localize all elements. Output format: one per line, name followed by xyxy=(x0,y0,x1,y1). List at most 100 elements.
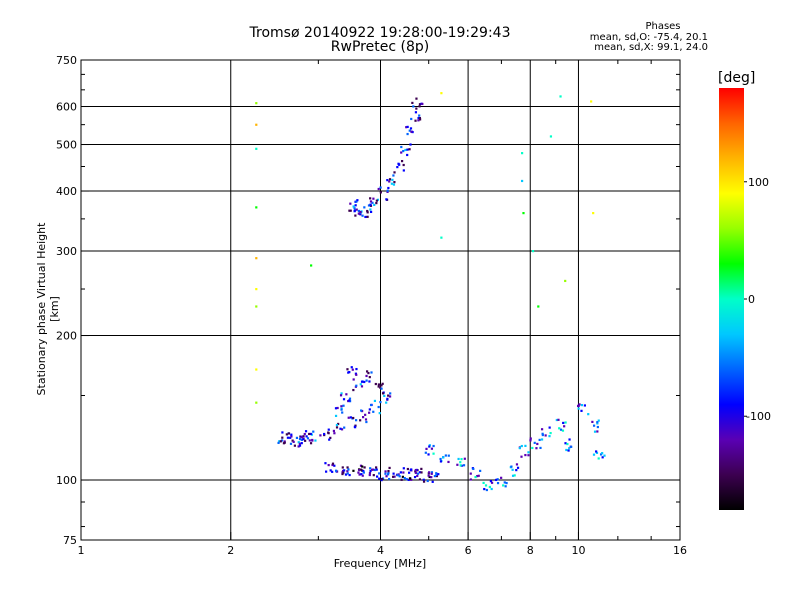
data-point xyxy=(426,479,429,483)
data-point xyxy=(472,467,475,471)
data-point xyxy=(484,484,488,487)
data-point xyxy=(463,457,466,460)
data-point xyxy=(297,441,300,444)
data-point xyxy=(380,387,383,390)
data-point xyxy=(396,474,399,477)
data-point xyxy=(564,421,567,424)
data-point xyxy=(348,370,351,374)
data-point xyxy=(311,438,314,442)
data-point xyxy=(564,442,567,445)
data-point xyxy=(409,477,412,480)
data-point xyxy=(447,460,450,464)
data-point xyxy=(255,305,258,308)
data-point xyxy=(357,471,360,474)
data-point xyxy=(355,419,358,422)
data-point xyxy=(541,432,544,435)
data-point xyxy=(596,422,599,425)
data-point xyxy=(375,475,379,478)
data-point xyxy=(329,469,332,472)
data-point xyxy=(515,463,519,466)
data-point xyxy=(282,442,286,445)
data-point xyxy=(378,412,381,415)
data-point xyxy=(348,397,352,400)
data-point xyxy=(348,399,351,402)
data-point xyxy=(524,453,527,457)
data-point xyxy=(371,201,374,204)
data-point xyxy=(580,404,583,407)
data-point xyxy=(387,473,390,476)
data-point xyxy=(293,444,296,447)
data-point xyxy=(354,372,357,375)
data-point xyxy=(362,469,365,473)
data-point xyxy=(348,209,351,212)
data-point xyxy=(540,428,544,431)
data-point xyxy=(381,392,385,395)
data-point xyxy=(567,449,570,452)
data-points xyxy=(255,92,606,492)
data-point xyxy=(516,466,520,469)
data-point xyxy=(363,466,366,469)
data-point xyxy=(355,208,358,211)
data-point xyxy=(319,434,322,437)
data-point xyxy=(520,455,523,458)
data-point xyxy=(414,111,418,114)
data-point xyxy=(479,469,482,472)
data-point xyxy=(488,485,491,489)
data-point xyxy=(367,204,371,207)
data-point xyxy=(369,204,373,207)
data-point xyxy=(324,462,327,465)
data-point xyxy=(334,414,338,418)
data-point xyxy=(290,435,293,438)
data-point xyxy=(432,452,435,455)
data-point xyxy=(361,214,364,217)
data-point xyxy=(368,376,371,379)
data-point xyxy=(442,456,445,459)
data-point xyxy=(304,430,308,433)
data-point xyxy=(592,453,596,456)
data-point xyxy=(444,454,447,457)
data-point xyxy=(339,427,342,430)
data-point xyxy=(327,432,330,435)
data-point xyxy=(559,428,563,431)
y-tick-label: 750 xyxy=(56,54,77,67)
data-point xyxy=(410,117,413,121)
data-point xyxy=(402,467,405,470)
data-point xyxy=(340,428,344,431)
data-point xyxy=(520,179,524,183)
data-point xyxy=(485,488,488,492)
data-point xyxy=(386,397,389,400)
title-line-1: Tromsø 20140922 19:28:00-19:29:43 xyxy=(249,25,511,41)
data-point xyxy=(341,472,344,476)
data-point xyxy=(360,473,363,476)
data-point xyxy=(352,416,355,420)
data-point xyxy=(527,454,530,457)
data-point xyxy=(379,186,382,189)
data-point xyxy=(457,457,460,461)
data-point xyxy=(346,472,349,475)
data-point xyxy=(405,478,408,481)
data-point xyxy=(568,438,571,441)
data-point xyxy=(331,470,334,473)
data-point xyxy=(540,438,544,441)
data-point xyxy=(291,439,294,442)
data-point xyxy=(341,469,345,473)
data-point xyxy=(392,183,396,186)
data-point xyxy=(388,180,391,183)
data-point xyxy=(469,472,472,475)
y-tick-label: 300 xyxy=(56,245,77,258)
data-point xyxy=(422,478,425,481)
data-point xyxy=(415,107,418,110)
data-point xyxy=(365,374,368,378)
data-point xyxy=(531,250,535,253)
x-tick-label: 8 xyxy=(527,544,534,557)
data-point xyxy=(392,475,395,478)
data-point xyxy=(351,368,354,371)
data-point xyxy=(406,148,409,151)
data-point xyxy=(403,476,406,480)
data-point xyxy=(422,480,426,483)
data-point xyxy=(340,405,343,408)
x-tick-label: 2 xyxy=(227,544,234,557)
data-point xyxy=(410,478,413,481)
data-point xyxy=(281,431,284,434)
data-point xyxy=(255,288,258,291)
